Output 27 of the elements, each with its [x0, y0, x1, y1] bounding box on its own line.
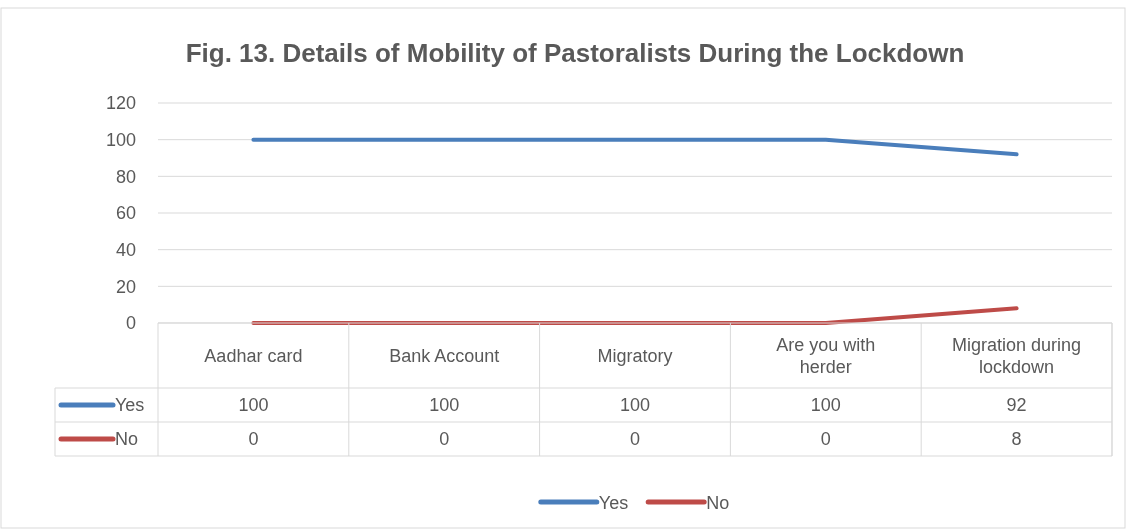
y-tick-label: 80 — [115, 166, 136, 187]
legend-label: No — [115, 429, 139, 449]
data-label: 0 — [248, 429, 259, 449]
data-label: 100 — [429, 395, 460, 415]
x-tick-label: Aadhar card — [204, 345, 303, 366]
x-tick-label: Migratory — [597, 345, 673, 366]
x-tick-label: Are you with herder — [776, 334, 876, 377]
text: Yes — [598, 493, 629, 513]
data-label: 0 — [820, 429, 831, 449]
y-tick-label: 20 — [115, 276, 136, 297]
data-label: 0 — [629, 429, 641, 449]
data-label: 8 — [1011, 429, 1022, 449]
x-tick-label: Bank Account — [389, 345, 500, 366]
data-label: 92 — [1006, 395, 1027, 415]
data-label: 100 — [238, 395, 269, 415]
text: No — [706, 493, 730, 513]
chart-title: Fig. 13. Details of Mobility of Pastoralists During the Lockdown — [185, 38, 965, 68]
data-label: 100 — [810, 395, 841, 415]
y-tick-label: 40 — [115, 239, 136, 260]
legend-label: Yes — [115, 395, 145, 415]
y-tick-label: 0 — [125, 313, 136, 334]
y-tick-label: 100 — [105, 129, 136, 150]
data-label: 100 — [619, 395, 651, 415]
y-tick-label: 120 — [105, 93, 136, 114]
data-label: 0 — [439, 429, 450, 449]
y-tick-label: 60 — [115, 203, 136, 224]
x-tick-label: Migration during lockdown — [952, 334, 1082, 377]
